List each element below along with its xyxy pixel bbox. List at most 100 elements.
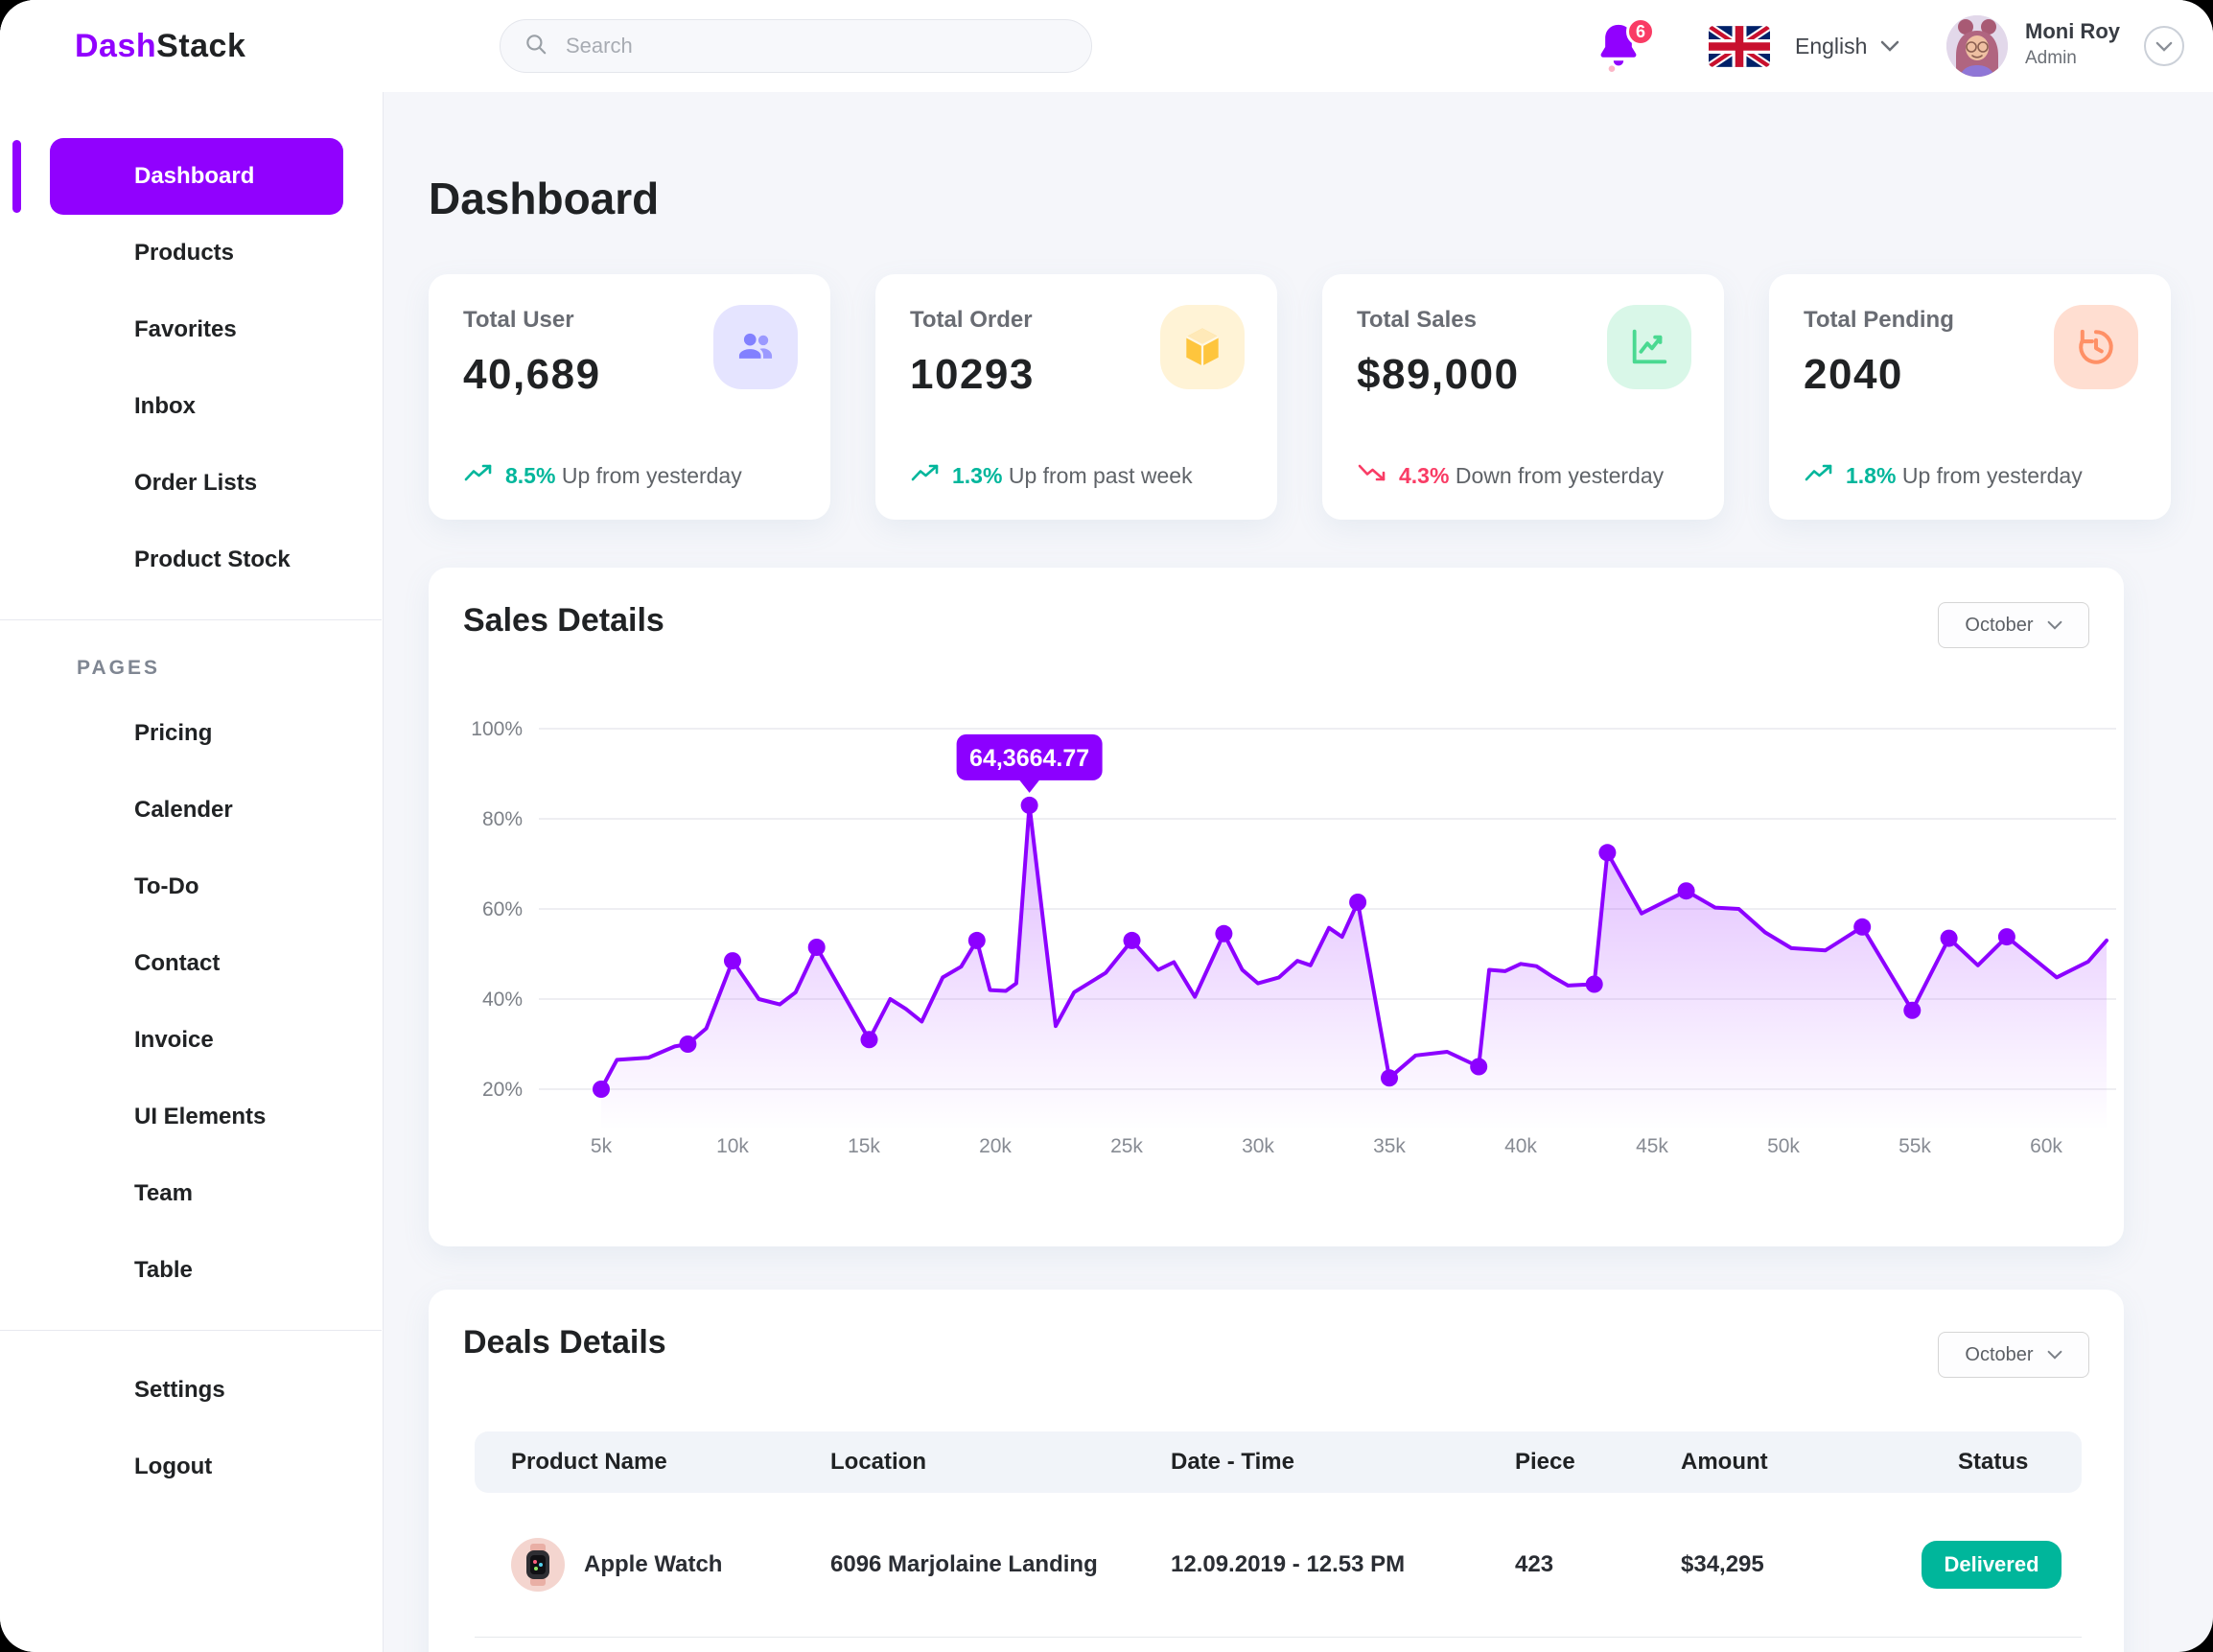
col-status: Status	[1958, 1449, 2029, 1475]
svg-text:40k: 40k	[1504, 1135, 1537, 1157]
svg-text:100%: 100%	[471, 718, 523, 740]
search-icon	[524, 32, 548, 61]
table-row[interactable]: Apple Watch 6096 Marjolaine Landing 12.0…	[475, 1493, 2082, 1638]
svg-text:50k: 50k	[1767, 1135, 1800, 1157]
sidebar-item-label: Dashboard	[134, 163, 255, 189]
chart-point[interactable]	[967, 931, 986, 949]
sidebar-item-inbox[interactable]: Inbox	[0, 368, 382, 445]
sidebar-item-dashboard[interactable]: Dashboard	[0, 138, 382, 215]
cell-location: 6096 Marjolaine Landing	[830, 1551, 1098, 1577]
sidebar-item-calender[interactable]: Calender	[0, 772, 382, 849]
chart-point[interactable]	[1123, 931, 1141, 949]
chart-area-fill	[601, 804, 2107, 1131]
stat-card-value: 2040	[1804, 351, 1903, 398]
notifications-button[interactable]: 6	[1596, 17, 1655, 77]
deals-table-header: Product Name Location Date - Time Piece …	[475, 1431, 2082, 1493]
chart-point[interactable]	[1677, 882, 1695, 900]
product-image-apple-watch	[511, 1538, 565, 1592]
language-selector[interactable]: English	[1795, 0, 1899, 92]
sidebar-item-label: To-Do	[134, 873, 199, 899]
chart-point[interactable]	[807, 939, 826, 956]
sidebar-item-label: Order Lists	[134, 470, 258, 496]
deals-details-panel: Deals Details October Product Name Locat…	[429, 1290, 2124, 1652]
chart-point[interactable]	[1598, 844, 1617, 862]
chart-point[interactable]	[1903, 1001, 1922, 1019]
logo-part-1: Dash	[75, 28, 157, 64]
sidebar-divider	[0, 619, 382, 620]
chart-point[interactable]	[1940, 929, 1958, 947]
sales-chart: 20% 40% 60% 80% 100% 5k 10k 15k 20k 25k 30k 35k 40k 4…	[471, 718, 2116, 1157]
sidebar-item-to-do[interactable]: To-Do	[0, 849, 382, 925]
app-logo: DashStack	[75, 0, 245, 92]
chart-point[interactable]	[1470, 1058, 1488, 1076]
svg-text:80%: 80%	[482, 808, 523, 830]
col-date-time: Date - Time	[1171, 1449, 1294, 1475]
sales-period-dropdown[interactable]: October	[1938, 602, 2089, 648]
cell-amount: $34,295	[1681, 1551, 1764, 1577]
sidebar-nav: Dashboard Products Favorites Inbox Order Lis…	[0, 138, 382, 1505]
stat-card-trend: 4.3% Down from yesterday	[1357, 462, 1664, 489]
chart-point[interactable]	[1381, 1069, 1398, 1087]
chart-point[interactable]	[1349, 894, 1367, 911]
chart-point[interactable]	[679, 1035, 697, 1053]
sidebar-item-team[interactable]: Team	[0, 1155, 382, 1232]
sidebar-item-settings[interactable]: Settings	[0, 1352, 382, 1429]
svg-text:35k: 35k	[1373, 1135, 1406, 1157]
sidebar-item-favorites[interactable]: Favorites	[0, 291, 382, 368]
stat-card-trend: 8.5% Up from yesterday	[463, 462, 742, 489]
deals-period-dropdown[interactable]: October	[1938, 1332, 2089, 1378]
svg-text:60k: 60k	[2030, 1135, 2062, 1157]
user-menu-button[interactable]	[2144, 26, 2184, 66]
users-icon	[713, 305, 798, 389]
chart-point[interactable]	[1585, 975, 1603, 993]
chart-point[interactable]	[1215, 924, 1233, 942]
stat-card-label: Total Pending	[1804, 307, 1954, 333]
chart-point[interactable]	[1020, 796, 1038, 814]
deals-details-title: Deals Details	[463, 1324, 666, 1361]
user-avatar[interactable]	[1946, 15, 2008, 77]
chart-point[interactable]	[860, 1031, 878, 1049]
sidebar-item-products[interactable]: Products	[0, 215, 382, 291]
sales-details-title: Sales Details	[463, 602, 664, 639]
search-input[interactable]	[564, 33, 1068, 59]
svg-text:20%: 20%	[482, 1079, 523, 1101]
sidebar-item-invoice[interactable]: Invoice	[0, 1002, 382, 1079]
stat-card-total-order: Total Order 10293 1.3% Up from past week	[875, 274, 1277, 520]
cell-piece: 423	[1515, 1551, 1554, 1577]
sidebar-item-contact[interactable]: Contact	[0, 925, 382, 1002]
chart-point[interactable]	[1997, 928, 2015, 946]
sidebar-item-pricing[interactable]: Pricing	[0, 695, 382, 772]
chart-point[interactable]	[724, 952, 741, 970]
status-badge[interactable]: Delivered	[1922, 1541, 2062, 1589]
sales-period-value: October	[1965, 614, 2034, 636]
language-label: English	[1795, 33, 1868, 58]
chart-line-icon	[1607, 305, 1691, 389]
svg-text:10k: 10k	[716, 1135, 749, 1157]
sidebar-section-pages: PAGES	[77, 657, 160, 679]
stat-card-label: Total Sales	[1357, 307, 1477, 333]
sidebar-item-logout[interactable]: Logout	[0, 1429, 382, 1505]
col-piece: Piece	[1515, 1449, 1575, 1475]
stat-card-value: 10293	[910, 351, 1035, 398]
chart-point[interactable]	[1853, 918, 1872, 936]
sidebar-item-label: Team	[134, 1180, 193, 1206]
stat-card-total-pending: Total Pending 2040 1.8% Up from yesterday	[1769, 274, 2171, 520]
chart-point[interactable]	[593, 1081, 610, 1098]
uk-flag-icon[interactable]	[1709, 26, 1770, 67]
sidebar-item-ui-elements[interactable]: UI Elements	[0, 1079, 382, 1155]
search-bar[interactable]	[500, 19, 1092, 73]
history-clock-icon	[2054, 305, 2138, 389]
svg-text:15k: 15k	[848, 1135, 880, 1157]
sidebar-item-table[interactable]: Table	[0, 1232, 382, 1309]
svg-text:64,3664.77: 64,3664.77	[969, 745, 1089, 772]
cell-product-name: Apple Watch	[584, 1551, 723, 1577]
sidebar-item-product-stock[interactable]: Product Stock	[0, 522, 382, 598]
sidebar-item-order-lists[interactable]: Order Lists	[0, 445, 382, 522]
trend-down-icon	[1357, 462, 1387, 489]
trend-up-icon	[1804, 462, 1834, 489]
chart-points	[593, 796, 2015, 1098]
page-title: Dashboard	[429, 174, 660, 223]
deals-period-value: October	[1965, 1343, 2034, 1365]
chart-tooltip: 64,3664.77	[956, 733, 1103, 793]
chevron-down-icon	[2155, 41, 2173, 52]
